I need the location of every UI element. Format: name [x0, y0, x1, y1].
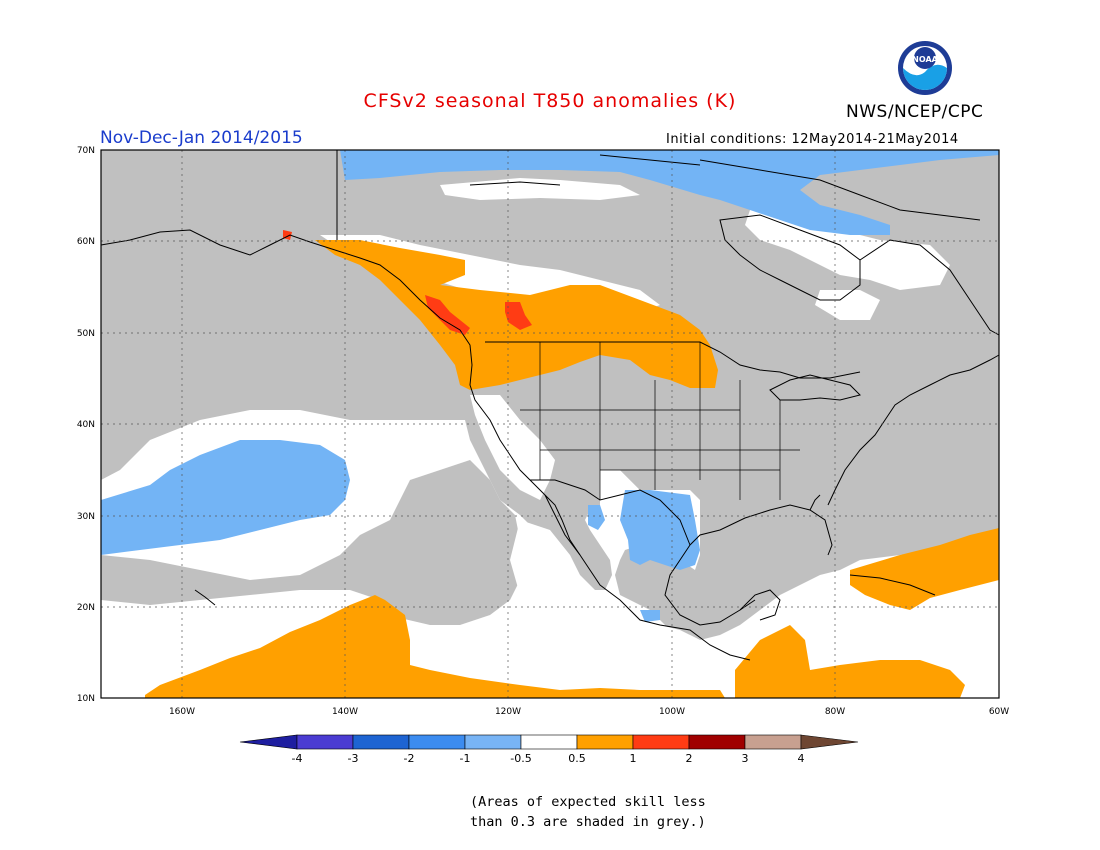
colorbar-label: 0.5 — [568, 752, 586, 765]
colorbar-label: -1 — [460, 752, 471, 765]
baja-peninsula — [544, 494, 581, 556]
alaska-coastline — [100, 229, 336, 256]
orange-anomaly-central-america — [735, 625, 965, 698]
colorbar-swatch — [408, 734, 466, 750]
red-anomaly-alberta — [505, 302, 532, 330]
orange-anomaly-caribbean — [850, 528, 999, 610]
florida — [809, 494, 821, 511]
colorbar-label: -4 — [292, 752, 303, 765]
red-anomaly-bc-coast — [425, 295, 470, 335]
agency-label: NWS/NCEP/CPC — [846, 102, 984, 122]
colorbar-swatch — [352, 734, 410, 750]
map-frame — [100, 149, 1000, 699]
colorbar-label: 3 — [742, 752, 749, 765]
lat-axis: 70N 60N 50N 40N 30N 20N 10N — [77, 146, 95, 704]
colorbar-label: -3 — [348, 752, 359, 765]
lon-axis: 160W 140W 120W 100W 80W 60W — [169, 707, 1009, 717]
colorbar-swatch — [744, 734, 802, 750]
white-area-baja — [470, 395, 555, 500]
gulf-coast — [689, 504, 833, 556]
colorbar-swatch — [520, 734, 578, 750]
colorbar-label: -2 — [404, 752, 415, 765]
hudson-bay — [719, 214, 861, 301]
initial-conditions: Initial conditions: 12May2014-21May2014 — [666, 132, 959, 147]
lon-tick: 120W — [495, 707, 521, 717]
coastlines-borders — [100, 150, 1000, 661]
lat-tick: 20N — [77, 603, 95, 613]
colorbar-arrow-right — [800, 734, 859, 750]
lon-tick: 140W — [332, 707, 358, 717]
lat-tick: 40N — [77, 420, 95, 430]
lat-tick: 30N — [77, 512, 95, 522]
us-canada-border — [485, 341, 861, 379]
map-title: CFSv2 seasonal T850 anomalies (K) — [363, 90, 737, 112]
lon-tick: 100W — [659, 707, 685, 717]
colorbar-arrow-left — [239, 734, 298, 750]
lon-tick: 160W — [169, 707, 195, 717]
gridlines — [101, 150, 999, 698]
blue-anomaly-sw — [588, 505, 605, 530]
blue-anomaly-arctic — [340, 150, 999, 235]
forecast-period: Nov-Dec-Jan 2014/2015 — [100, 128, 303, 148]
colorbar-swatch — [464, 734, 522, 750]
colorbar-label: 2 — [686, 752, 693, 765]
blue-anomaly-texas — [620, 490, 700, 570]
footnote-line: than 0.3 are shaded in grey.) — [470, 814, 706, 830]
state-lines — [520, 342, 800, 500]
anomaly-shading — [101, 150, 999, 698]
colorbar: -4 -3 -2 -1 -0.5 0.5 1 2 3 4 — [239, 734, 859, 765]
east-coast — [827, 354, 1000, 506]
footnote: (Areas of expected skill less than 0.3 a… — [470, 792, 730, 832]
colorbar-swatch — [688, 734, 746, 750]
noaa-logo: NOAA — [898, 41, 952, 95]
lat-tick: 60N — [77, 237, 95, 247]
lon-tick: 80W — [825, 707, 845, 717]
great-lakes — [769, 374, 861, 401]
mexico-gulf-coast — [664, 544, 756, 626]
grey-skill-area-main — [101, 150, 999, 640]
footnote-line: (Areas of expected skill less — [470, 794, 706, 810]
lat-tick: 50N — [77, 329, 95, 339]
colorbar-swatch — [296, 734, 354, 750]
blue-anomaly-pacific — [101, 440, 350, 555]
lat-tick: 10N — [77, 694, 95, 704]
colorbar-label: -0.5 — [510, 752, 531, 765]
lat-tick: 70N — [77, 146, 95, 156]
white-area-mexico — [510, 520, 760, 695]
hawaii — [194, 589, 216, 606]
colorbar-label: 4 — [798, 752, 805, 765]
us-mexico-border — [530, 479, 691, 546]
arctic-islands — [469, 154, 981, 221]
logo-text: NOAA — [912, 55, 938, 64]
west-coast — [334, 249, 751, 661]
colorbar-label: 1 — [630, 752, 637, 765]
blue-anomaly-mexico-small — [640, 610, 660, 622]
orange-anomaly-pacific-south — [145, 595, 725, 698]
lon-tick: 60W — [989, 707, 1009, 717]
yucatan — [739, 589, 781, 621]
white-area-hudson — [815, 290, 880, 320]
colorbar-swatch — [576, 734, 634, 750]
cuba — [849, 574, 936, 596]
colorbar-swatch — [632, 734, 690, 750]
labrador — [859, 239, 1000, 336]
grey-skill-area-pacific — [101, 460, 520, 625]
